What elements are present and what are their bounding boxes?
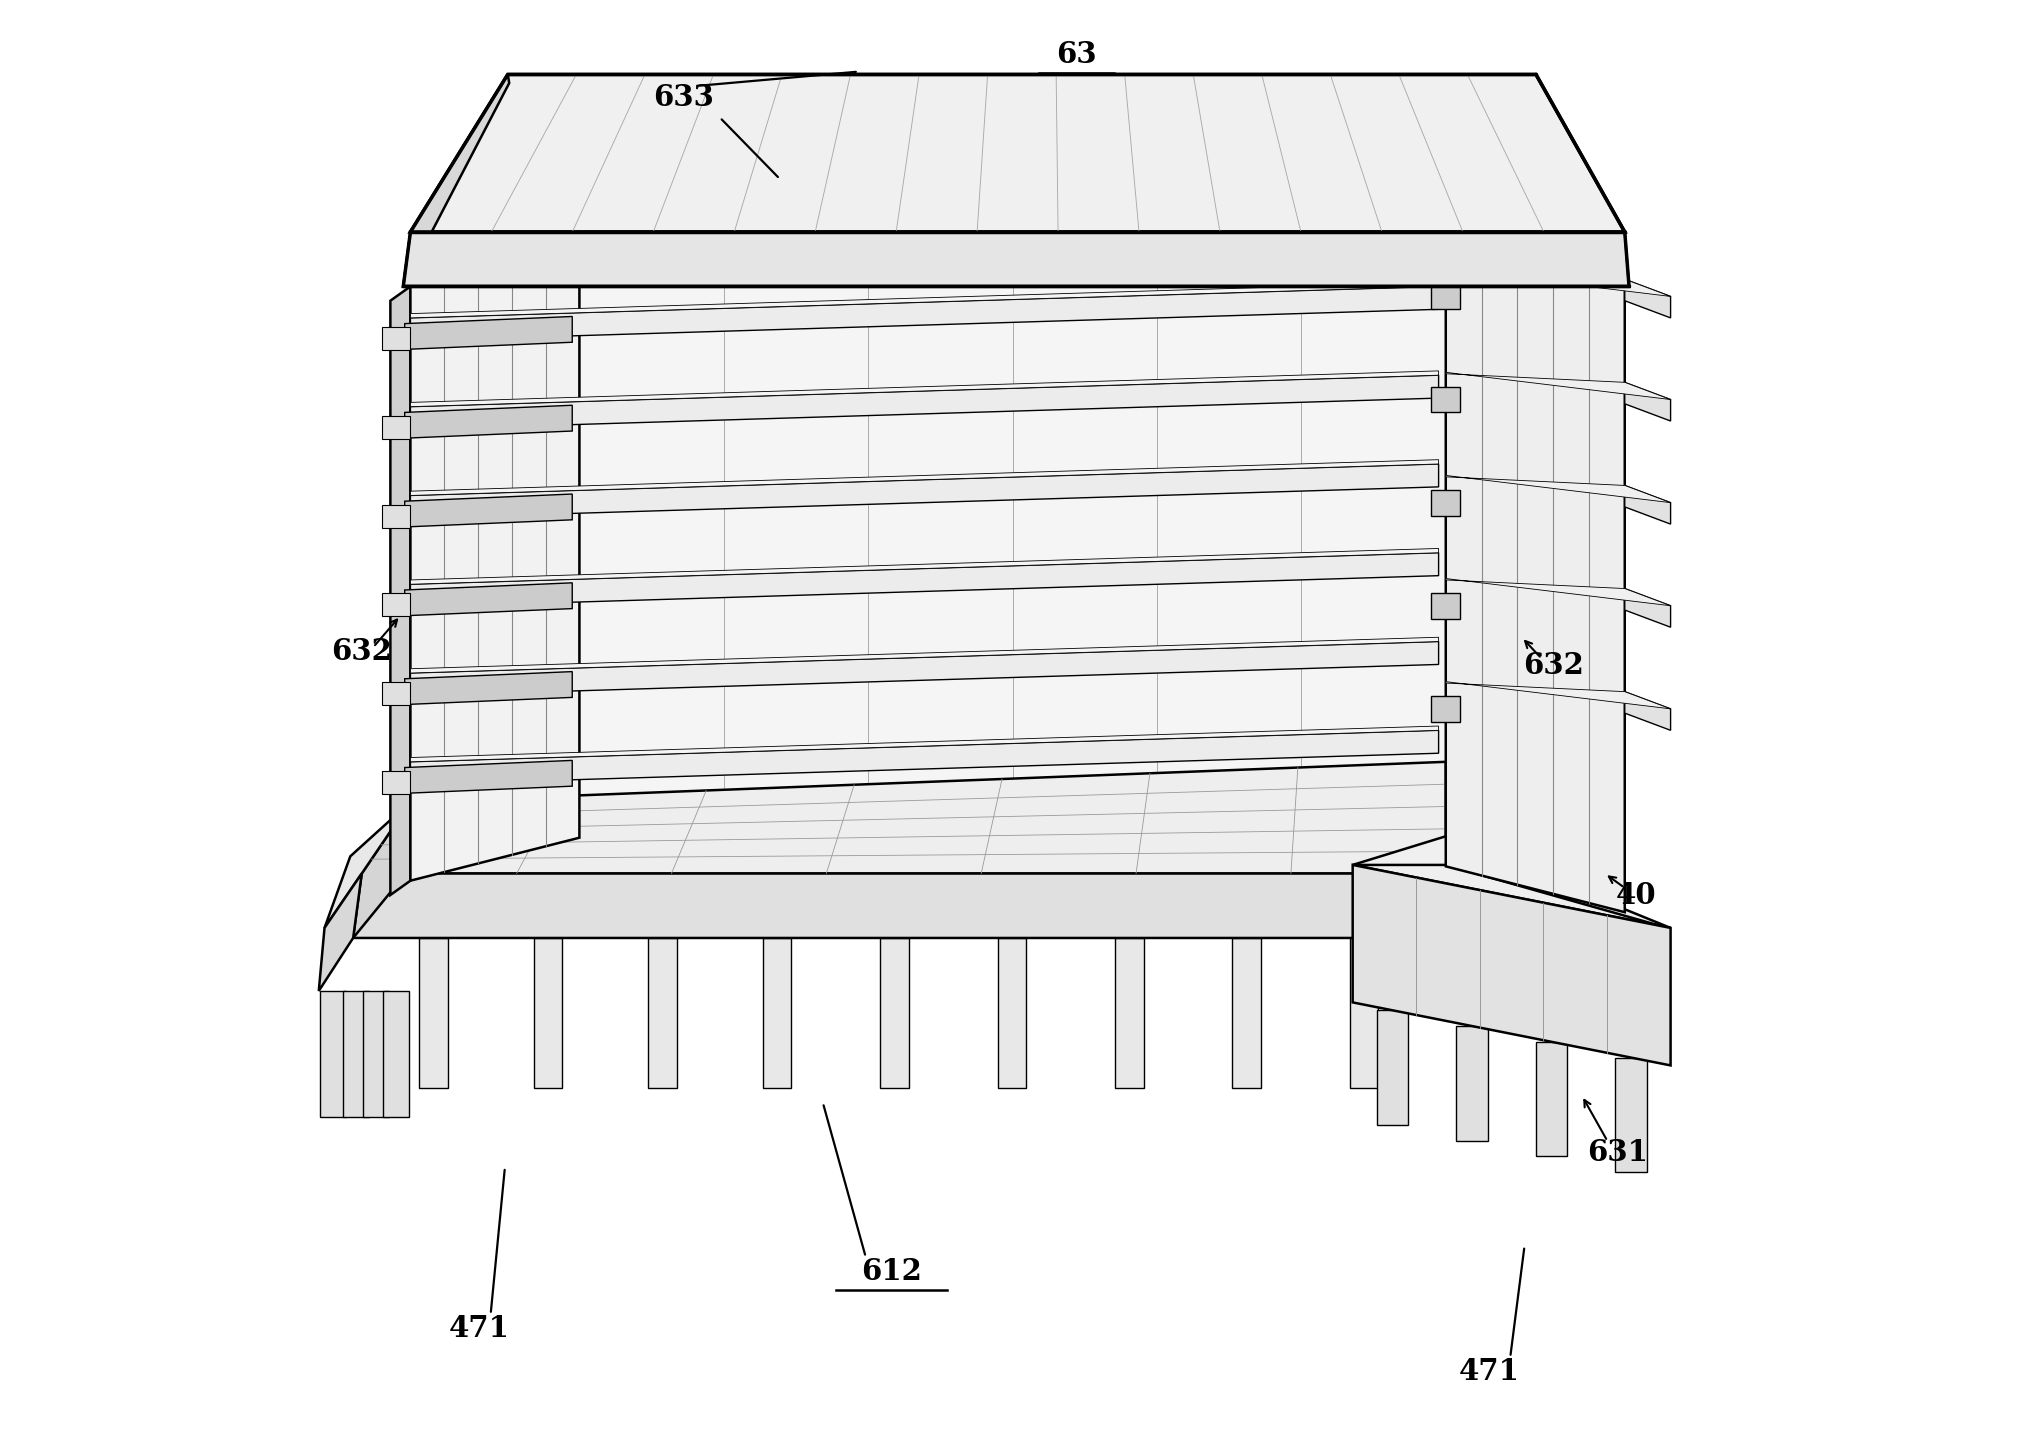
Polygon shape <box>406 405 573 438</box>
Polygon shape <box>353 802 410 938</box>
Polygon shape <box>420 938 448 1088</box>
Polygon shape <box>410 637 1439 673</box>
Polygon shape <box>1614 1057 1647 1171</box>
Polygon shape <box>410 460 1439 495</box>
Polygon shape <box>1233 938 1261 1088</box>
Polygon shape <box>343 991 369 1117</box>
Polygon shape <box>381 415 410 438</box>
Text: 63: 63 <box>1055 40 1096 69</box>
Polygon shape <box>325 802 410 928</box>
Polygon shape <box>1431 284 1461 309</box>
Text: 612: 612 <box>862 1257 922 1286</box>
Polygon shape <box>406 494 573 527</box>
Polygon shape <box>410 642 1439 696</box>
Polygon shape <box>1431 696 1461 722</box>
Polygon shape <box>381 770 410 793</box>
Polygon shape <box>410 730 1439 785</box>
Polygon shape <box>1350 938 1378 1088</box>
Polygon shape <box>353 874 1445 938</box>
Polygon shape <box>381 326 410 349</box>
Text: 632: 632 <box>1524 652 1584 680</box>
Polygon shape <box>410 282 1439 318</box>
Text: 631: 631 <box>1588 1138 1649 1167</box>
Polygon shape <box>410 464 1439 518</box>
Polygon shape <box>1352 836 1671 928</box>
Polygon shape <box>410 726 1439 762</box>
Polygon shape <box>763 938 791 1088</box>
Polygon shape <box>1431 593 1461 619</box>
Polygon shape <box>1431 387 1461 412</box>
Polygon shape <box>383 991 410 1117</box>
Text: 471: 471 <box>1459 1358 1520 1386</box>
Polygon shape <box>579 200 1445 866</box>
Polygon shape <box>389 286 410 895</box>
Polygon shape <box>533 938 563 1088</box>
Polygon shape <box>1352 865 1671 1065</box>
Polygon shape <box>321 991 345 1117</box>
Polygon shape <box>1624 279 1671 318</box>
Polygon shape <box>1445 475 1671 503</box>
Polygon shape <box>410 553 1439 607</box>
Polygon shape <box>997 938 1027 1088</box>
Polygon shape <box>1624 382 1671 421</box>
Polygon shape <box>1431 490 1461 516</box>
Text: 471: 471 <box>448 1315 511 1343</box>
Polygon shape <box>410 286 1439 341</box>
Polygon shape <box>1445 579 1671 606</box>
Polygon shape <box>361 762 1445 874</box>
Polygon shape <box>410 548 1439 584</box>
Polygon shape <box>406 672 573 705</box>
Polygon shape <box>1445 682 1671 709</box>
Polygon shape <box>410 236 579 881</box>
Polygon shape <box>381 593 410 616</box>
Polygon shape <box>880 938 908 1088</box>
Text: 633: 633 <box>654 83 714 112</box>
Polygon shape <box>410 371 1439 407</box>
Polygon shape <box>410 375 1439 430</box>
Polygon shape <box>406 316 573 349</box>
Polygon shape <box>1624 485 1671 524</box>
Polygon shape <box>381 504 410 527</box>
Polygon shape <box>319 874 361 991</box>
Polygon shape <box>1536 1042 1568 1157</box>
Polygon shape <box>406 583 573 616</box>
Polygon shape <box>648 938 676 1088</box>
Polygon shape <box>1624 589 1671 627</box>
Polygon shape <box>1116 938 1144 1088</box>
Polygon shape <box>1445 269 1671 296</box>
Polygon shape <box>1457 1025 1487 1140</box>
Polygon shape <box>1352 865 1671 928</box>
Polygon shape <box>1376 1011 1409 1126</box>
Text: 40: 40 <box>1616 881 1657 909</box>
Polygon shape <box>1445 203 1624 912</box>
Polygon shape <box>404 74 509 286</box>
Polygon shape <box>363 991 389 1117</box>
Polygon shape <box>1445 372 1671 400</box>
Polygon shape <box>404 232 1629 286</box>
Text: 632: 632 <box>331 637 391 666</box>
Polygon shape <box>410 74 1624 232</box>
Polygon shape <box>406 760 573 793</box>
Polygon shape <box>1624 692 1671 730</box>
Polygon shape <box>381 682 410 705</box>
